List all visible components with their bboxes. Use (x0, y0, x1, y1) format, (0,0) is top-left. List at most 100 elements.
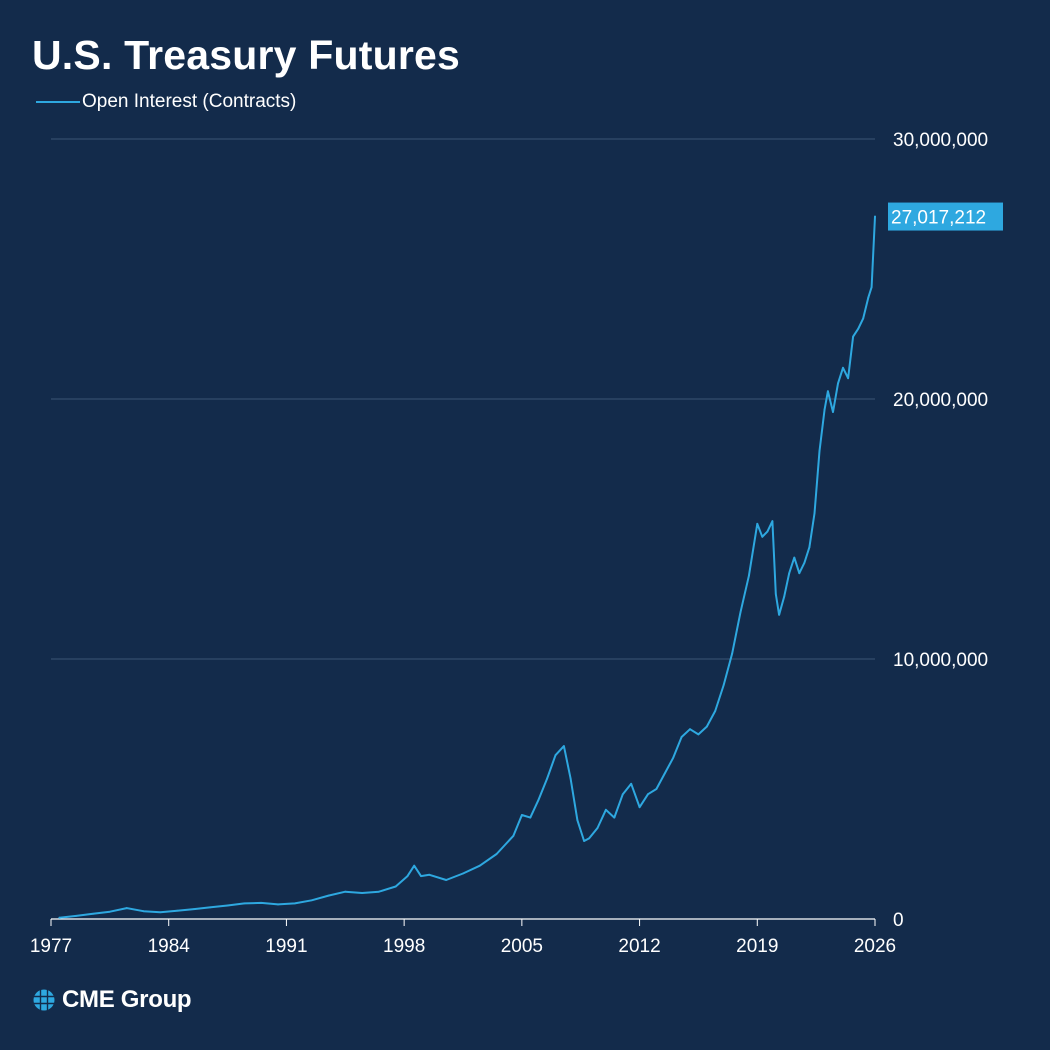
data-point (428, 873, 431, 876)
data-point (705, 725, 708, 728)
y-tick-label: 0 (893, 910, 904, 931)
gridlines (51, 138, 875, 660)
data-point (176, 909, 179, 912)
data-point (226, 904, 229, 907)
data-point (847, 377, 849, 380)
x-tick-label: 1991 (265, 936, 307, 957)
data-point (576, 819, 579, 822)
data-point (588, 837, 591, 840)
series-line-open-interest (58, 215, 876, 919)
legend-label: Open Interest (Contracts) (82, 91, 297, 112)
data-point (655, 788, 658, 790)
data-point (778, 613, 781, 616)
axes: 0 10,000,000 20,000,000 30,000,000 1977 1984 1… (30, 130, 988, 957)
chart-legend: Open Interest (Contracts) (36, 90, 296, 114)
data-point (621, 793, 624, 796)
data-point (193, 908, 195, 911)
data-point (495, 853, 498, 855)
data-point (277, 903, 279, 906)
series-layer (58, 215, 876, 919)
last-value-label: 27,017,212 (891, 208, 986, 229)
y-tick-label: 20,000,000 (893, 390, 988, 411)
x-tick-label: 2012 (618, 936, 660, 957)
data-point (638, 806, 641, 809)
data-point (663, 772, 666, 775)
data-point (857, 327, 860, 330)
data-point (630, 782, 633, 785)
data-point (813, 512, 816, 515)
chart-title: U.S. Treasury Futures (32, 32, 461, 78)
data-point (413, 864, 416, 867)
data-point (406, 875, 409, 877)
data-point (783, 595, 786, 598)
data-point (867, 296, 870, 299)
data-point (808, 546, 811, 549)
data-point (862, 317, 865, 320)
data-point (823, 408, 826, 411)
x-tick-label: 1977 (30, 936, 72, 957)
data-point (209, 906, 212, 909)
data-point (842, 366, 844, 369)
data-point (529, 816, 532, 819)
data-point (774, 593, 777, 595)
data-point (771, 520, 774, 523)
data-point (554, 754, 557, 757)
logo-text: CME Group (62, 986, 192, 1013)
data-point (747, 574, 750, 577)
x-tick-label: 1984 (148, 936, 191, 957)
data-point (344, 890, 347, 893)
data-point (243, 902, 246, 905)
data-point (788, 572, 791, 575)
globe-icon (33, 989, 55, 1011)
x-tick-label: 2005 (501, 936, 543, 957)
data-point (569, 777, 572, 780)
data-point (870, 286, 873, 289)
data-point (827, 390, 829, 393)
x-tick-label: 2019 (736, 936, 778, 957)
data-point (58, 916, 61, 919)
data-point (605, 808, 607, 811)
y-tick-label: 10,000,000 (893, 650, 988, 671)
data-point (546, 777, 548, 780)
data-point (159, 911, 162, 914)
data-point (260, 901, 263, 904)
data-point (394, 885, 397, 888)
data-point (293, 902, 296, 905)
data-point (803, 561, 806, 564)
data-point (310, 899, 313, 902)
y-tick-label: 30,000,000 (893, 130, 988, 151)
data-point (445, 879, 448, 881)
x-tick-label: 1998 (383, 936, 425, 957)
data-point (832, 411, 834, 413)
data-point (125, 907, 128, 909)
data-point (92, 912, 94, 915)
data-point (420, 875, 422, 877)
data-point (761, 535, 764, 538)
data-point (672, 756, 675, 759)
x-tick-label: 2026 (854, 936, 896, 957)
data-point (680, 736, 683, 738)
legend-line-swatch (36, 101, 80, 103)
data-point (739, 611, 742, 614)
data-point (766, 530, 769, 533)
last-value-layer: 27,017,212 (888, 202, 1003, 231)
data-point (714, 710, 717, 712)
data-point (874, 215, 876, 218)
data-point (793, 556, 796, 559)
data-point (537, 798, 540, 801)
data-point (613, 816, 616, 819)
data-point (75, 914, 78, 917)
data-point (520, 814, 523, 816)
data-point (378, 890, 380, 893)
data-point (596, 827, 599, 829)
cme-group-logo: CME Group (32, 986, 192, 1014)
data-point (722, 684, 725, 686)
data-point (731, 652, 733, 655)
data-point (361, 892, 364, 894)
data-point (818, 450, 821, 452)
data-point (478, 864, 481, 867)
data-point (108, 910, 111, 913)
data-point (327, 894, 330, 897)
data-point (562, 745, 565, 747)
